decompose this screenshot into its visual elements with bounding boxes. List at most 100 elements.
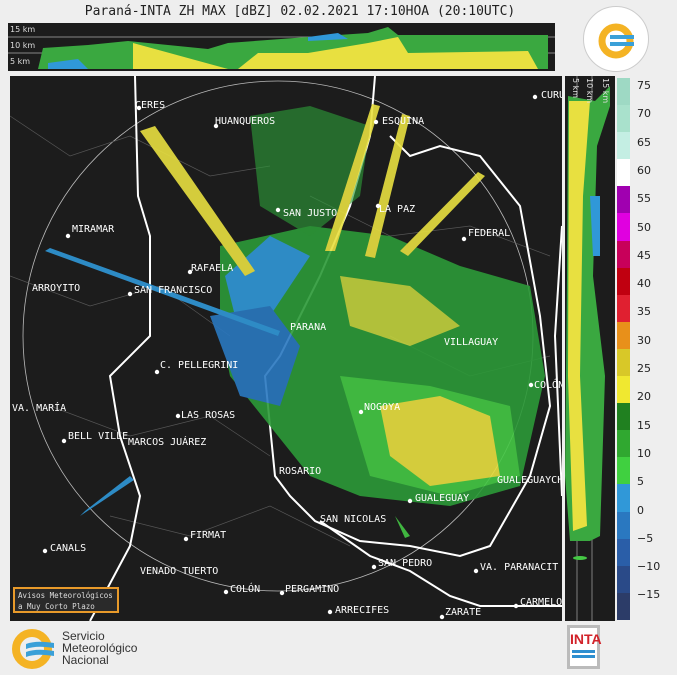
colorbar-tick-label: 0 — [637, 503, 644, 517]
city-label: ARRECIFES — [335, 605, 390, 616]
city-label: VENADO TUERTO — [140, 566, 219, 577]
colorbar-tick-label: 10 — [637, 446, 651, 460]
city-label: CURU — [541, 90, 562, 101]
city-dots — [42, 94, 538, 620]
colorbar-swatch — [617, 267, 630, 295]
city-label: ESQUINA — [382, 116, 425, 127]
city-dot — [154, 369, 160, 375]
city-dot — [439, 614, 445, 620]
colorbar-tick-label: −15 — [637, 588, 661, 602]
city-dot — [528, 382, 534, 388]
city-dot — [327, 609, 333, 615]
city-dot — [175, 413, 181, 419]
colorbar-tick-label: −10 — [637, 560, 661, 574]
colorbar-swatch — [617, 105, 630, 133]
avisos-button[interactable]: Avisos Meteorológicos a Muy Corto Plazo — [13, 587, 119, 613]
city-label: PARANA — [290, 322, 327, 333]
height-label: 10 km — [585, 78, 594, 104]
colorbar-tick-label: 45 — [637, 248, 651, 262]
city-label: LAS ROSAS — [181, 410, 236, 421]
city-dot — [213, 123, 219, 129]
city-label: MARCOS JUÁREZ — [128, 437, 207, 448]
city-dot — [375, 203, 381, 209]
city-label: NOGOYA — [364, 402, 401, 413]
colorbar-swatch — [617, 159, 630, 187]
top-cross-section-echoes — [8, 27, 555, 69]
city-dot — [371, 564, 377, 570]
city-dot — [223, 589, 229, 595]
colorbar-tick-label: 60 — [637, 163, 651, 177]
city-label: GUALEGUAYCH — [497, 475, 562, 486]
city-label: VA. MARÍA — [12, 403, 67, 414]
inta-logo: INTA — [567, 625, 602, 669]
colorbar-swatch — [617, 457, 630, 485]
city-dot — [183, 536, 189, 542]
city-dot — [275, 207, 281, 213]
colorbar-swatch — [617, 403, 630, 431]
city-dot — [279, 590, 285, 596]
radar-map[interactable]: CERES HUANQUEROS ESQUINA CURU SAN JUSTO LA PA… — [10, 76, 562, 621]
city-label: VILLAGUAY — [444, 337, 499, 348]
height-label: 5 km — [571, 78, 580, 99]
city-dot — [42, 548, 48, 554]
city-label: ARROYITO — [32, 283, 81, 294]
city-dot — [136, 105, 142, 111]
smn-logo-icon — [10, 627, 58, 671]
colorbar-tick-label: 35 — [637, 305, 651, 319]
colorbar-swatch — [617, 348, 630, 377]
colorbar-swatch — [617, 186, 630, 214]
city-label: GUALEGUAY — [415, 493, 470, 504]
colorbar-tick-label: 55 — [637, 192, 651, 206]
city-dot — [61, 438, 67, 444]
side-cross-section-panel: 5 km 10 km 15 km — [565, 76, 615, 621]
colorbar-tick-label: 30 — [637, 333, 651, 347]
colorbar-tick-label: 65 — [637, 135, 651, 149]
city-dot — [127, 291, 133, 297]
colorbar-tick-label: 25 — [637, 362, 651, 375]
city-label: FEDERAL — [468, 228, 511, 239]
city-label: SAN NICOLAS — [320, 514, 387, 525]
city-label: C. PELLEGRINI — [160, 360, 239, 371]
colorbar-tick-label: 70 — [637, 107, 651, 121]
radar-echoes-and-borders — [10, 76, 562, 621]
colorbar-swatch — [617, 592, 630, 620]
height-label: 15 km — [601, 78, 610, 104]
top-cross-section-panel: 15 km 10 km 5 km — [8, 23, 555, 71]
colorbar-swatch — [617, 538, 630, 566]
city-label: RAFAELA — [191, 263, 234, 274]
colorbar-swatch — [617, 132, 630, 160]
colorbar-tick-label: −5 — [637, 531, 654, 545]
avisos-line1: Avisos Meteorológicos — [18, 591, 113, 600]
radar-title: Paraná-INTA ZH MAX [dBZ] 02.02.2021 17:1… — [84, 4, 516, 19]
city-label: HUANQUEROS — [215, 116, 276, 127]
city-label: CARMELO — [520, 597, 562, 608]
colorbar-swatch — [617, 294, 630, 322]
city-label: COLÓN — [534, 380, 562, 391]
colorbar-tick-label: 50 — [637, 220, 651, 234]
city-label: LA PAZ — [379, 204, 416, 215]
colorbar-tick-label: 15 — [637, 418, 651, 432]
city-dot — [407, 498, 413, 504]
city-dot — [461, 236, 467, 242]
city-dot — [473, 568, 479, 574]
city-label: CANALS — [50, 543, 87, 554]
city-label: MIRAMAR — [72, 224, 115, 235]
city-dot — [513, 603, 519, 609]
smn-line: Servicio — [62, 629, 105, 643]
colorbar-tick-label: 40 — [637, 277, 651, 291]
height-label: 15 km — [10, 25, 36, 34]
colorbar-tick-label: 5 — [637, 475, 644, 489]
colorbar-swatch — [617, 240, 630, 268]
city-label: PERGAMINO — [285, 584, 340, 595]
dbz-colorbar — [617, 78, 630, 620]
colorbar-swatch — [617, 484, 630, 512]
city-dot — [358, 409, 364, 415]
colorbar-swatch — [617, 321, 630, 349]
city-label: SAN FRANCISCO — [134, 285, 213, 296]
side-cross-section-echoes — [565, 76, 610, 621]
city-label: ZARATE — [445, 607, 482, 618]
smn-line: Nacional — [62, 653, 109, 667]
height-label: 10 km — [10, 41, 36, 50]
smn-seal-logo — [583, 6, 649, 72]
colorbar-swatch — [617, 376, 630, 404]
